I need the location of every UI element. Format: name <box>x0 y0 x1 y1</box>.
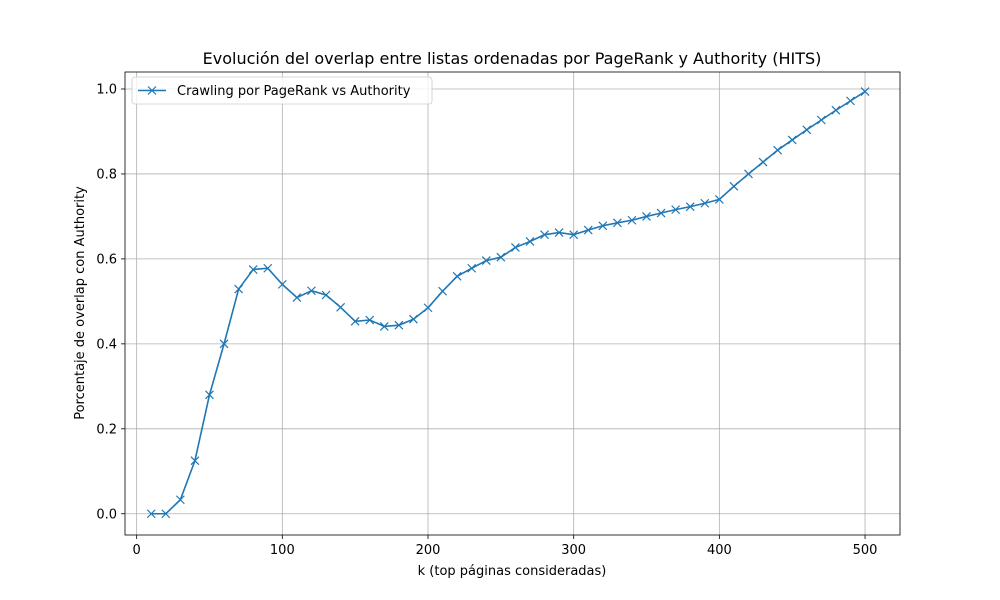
data-point-marker <box>190 456 200 466</box>
data-point-marker <box>205 390 214 400</box>
data-point-marker <box>685 202 695 212</box>
data-point-marker <box>438 286 447 296</box>
legend-entry-label: Crawling por PageRank vs Authority <box>177 84 411 99</box>
data-point-marker <box>583 225 593 235</box>
legend-box <box>131 76 433 105</box>
axis-ticks: 0 100 200 300 400 500 0.0 0.2 0.4 0.6 0.8 1.0 <box>96 82 877 558</box>
data-point-marker <box>263 263 273 273</box>
y-tick-label: 0.2 <box>96 422 117 437</box>
data-point-marker <box>292 293 302 302</box>
chart-title: Evolución del overlap entre listas orden… <box>203 49 822 68</box>
data-point-marker <box>219 339 229 349</box>
data-point-marker <box>409 314 418 324</box>
y-tick-label: 1.0 <box>96 82 117 97</box>
y-tick-label: 0.6 <box>96 252 117 267</box>
data-point-marker <box>321 290 331 300</box>
y-tick-label: 0.4 <box>96 337 117 352</box>
grid <box>125 72 900 535</box>
y-axis-label: Porcentaje de overlap con Authority <box>73 186 88 420</box>
plot-frame <box>124 71 901 536</box>
data-point-marker <box>481 256 491 266</box>
data-point-marker <box>846 96 855 106</box>
data-point-marker <box>612 218 622 228</box>
data-point-marker <box>496 252 506 262</box>
x-tick-label: 0 <box>133 543 141 558</box>
x-tick-label: 100 <box>270 543 295 558</box>
x-tick-label: 200 <box>416 543 441 558</box>
series-layer <box>146 87 870 519</box>
data-point-marker <box>467 263 477 273</box>
x-tick-label: 400 <box>707 543 732 558</box>
data-point-marker <box>671 205 681 215</box>
data-point-marker <box>831 105 841 115</box>
data-point-marker <box>423 303 433 313</box>
data-point-marker <box>234 284 244 294</box>
data-point-marker <box>627 215 637 225</box>
data-point-marker <box>146 509 156 519</box>
data-point-marker <box>175 495 185 505</box>
data-point-marker <box>336 302 346 312</box>
data-point-marker <box>307 286 316 296</box>
data-point-marker <box>700 198 710 208</box>
data-point-marker <box>773 145 783 155</box>
data-point-marker <box>394 320 404 330</box>
data-point-marker <box>816 115 826 125</box>
y-tick-label: 0.8 <box>96 167 117 182</box>
data-point-marker <box>802 125 812 135</box>
data-point-marker <box>714 195 724 204</box>
x-axis-label: k (top páginas consideradas) <box>418 564 607 579</box>
data-point-marker <box>379 322 389 331</box>
data-point-marker <box>248 265 258 274</box>
data-point-marker <box>452 271 462 281</box>
x-tick-label: 300 <box>561 543 586 558</box>
data-point-marker <box>744 169 753 179</box>
data-point-marker <box>758 157 768 167</box>
data-point-marker <box>365 315 375 325</box>
data-point-marker <box>540 230 549 240</box>
data-point-marker <box>642 211 651 221</box>
data-point-marker <box>656 208 666 218</box>
data-point-marker <box>598 221 608 231</box>
legend: Crawling por PageRank vs Authority <box>131 76 433 105</box>
data-point-marker <box>787 135 797 145</box>
legend-marker-swatch <box>147 86 157 95</box>
data-point-marker <box>729 181 739 191</box>
data-point-marker <box>554 228 564 237</box>
y-tick-label: 0.0 <box>96 507 117 522</box>
data-point-marker <box>277 279 287 289</box>
data-point-marker <box>510 243 520 252</box>
data-point-marker <box>569 230 579 240</box>
data-point-marker <box>161 509 171 519</box>
data-point-marker <box>350 316 360 326</box>
data-point-marker <box>525 237 535 246</box>
data-point-marker <box>860 87 870 96</box>
x-tick-label: 500 <box>853 543 878 558</box>
